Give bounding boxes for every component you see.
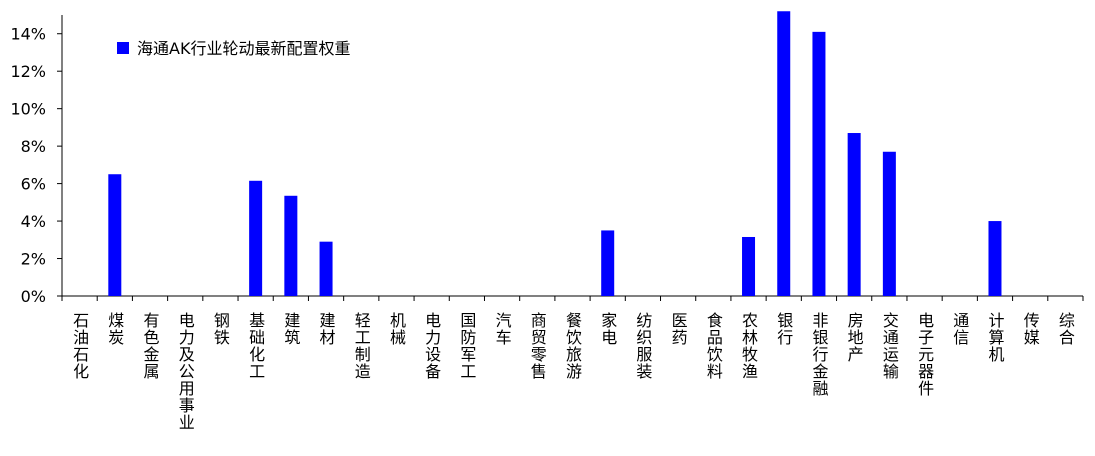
bar [742, 236, 756, 296]
legend-swatch [117, 42, 129, 54]
x-tick-label: 房地产 [845, 312, 864, 363]
x-tick-label: 石油石化 [70, 312, 89, 380]
x-tick-label: 商贸零售 [528, 312, 547, 380]
bar [882, 151, 896, 296]
x-tick-label: 机械 [387, 312, 406, 346]
bar [988, 221, 1002, 296]
y-tick-label: 2% [21, 250, 46, 269]
x-tick-label: 国防军工 [457, 312, 476, 380]
bar [108, 174, 122, 296]
y-tick-label: 4% [21, 212, 46, 231]
x-tick-label: 基础化工 [246, 312, 265, 380]
x-tick-label: 综合 [1056, 312, 1075, 346]
x-tick-label: 煤炭 [105, 312, 124, 346]
bar [847, 133, 861, 296]
x-tick-label: 电力及公用事业 [176, 312, 195, 431]
x-tick-label: 医药 [669, 312, 688, 346]
y-tick-label: 6% [21, 175, 46, 194]
x-tick-label: 建筑 [281, 312, 300, 346]
x-tick-label: 通信 [950, 312, 969, 346]
x-tick-label: 电子元器件 [915, 312, 934, 397]
x-tick-label: 汽车 [493, 312, 512, 346]
x-tick-label: 家电 [598, 312, 617, 346]
x-tick-label: 轻工制造 [352, 312, 371, 380]
y-tick-label: 14% [10, 25, 46, 44]
bar [249, 180, 263, 296]
x-tick-label: 传媒 [1021, 312, 1040, 346]
x-tick-label: 计算机 [985, 312, 1004, 363]
x-tick-label: 建材 [317, 312, 336, 346]
x-tick-label: 非银行金融 [809, 312, 828, 397]
x-tick-label: 银行 [774, 312, 793, 346]
y-tick-label: 0% [21, 287, 46, 306]
x-tick-label: 有色金属 [141, 312, 160, 380]
bar [777, 11, 791, 297]
x-tick-label: 农林牧渔 [739, 312, 758, 380]
y-tick-label: 12% [10, 62, 46, 81]
bar [284, 195, 298, 296]
x-tick-label: 电力设备 [422, 312, 441, 380]
x-tick-label: 食品饮料 [704, 312, 723, 380]
x-tick-label: 钢铁 [211, 312, 230, 346]
bar [319, 241, 333, 296]
y-tick-label: 10% [10, 100, 46, 119]
bar [601, 230, 615, 296]
x-tick-label: 纺织服装 [633, 312, 652, 380]
legend-label: 海通AK行业轮动最新配置权重 [137, 39, 350, 58]
x-tick-label: 餐饮旅游 [563, 312, 582, 380]
x-tick-label: 交通运输 [880, 312, 899, 380]
y-tick-label: 8% [21, 137, 46, 156]
bar [812, 31, 826, 297]
